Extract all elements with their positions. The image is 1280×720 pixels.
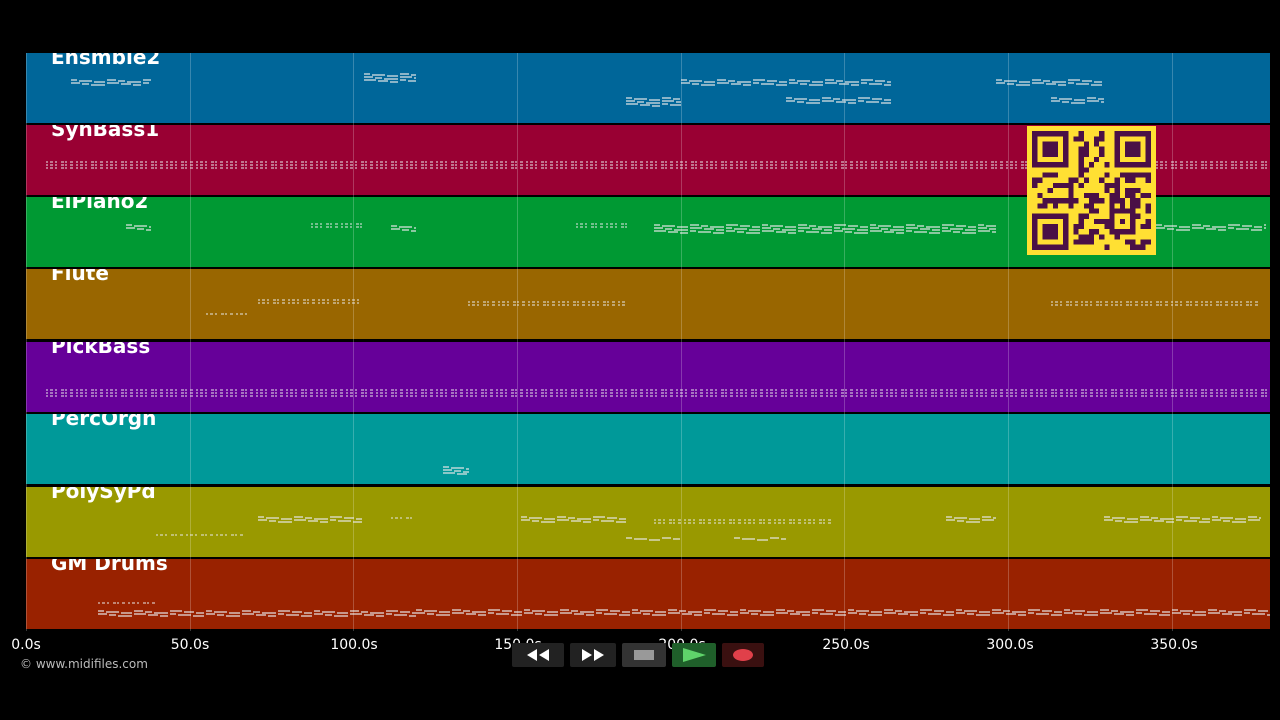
track-notes	[98, 602, 1270, 617]
track-notes	[156, 516, 1261, 541]
grid-line	[681, 53, 682, 631]
time-tick-label: 300.0s	[986, 637, 1034, 653]
qr-code-icon	[1027, 126, 1156, 255]
track-notes	[46, 161, 1267, 169]
grid-line	[26, 53, 27, 631]
track-ensmble2: Ensmble2	[26, 53, 1270, 123]
grid-line	[190, 53, 191, 631]
grid-line	[1172, 53, 1173, 631]
track-notes	[71, 73, 1104, 107]
stop-icon	[634, 650, 654, 660]
fast-forward-button[interactable]	[570, 643, 616, 667]
grid-line	[353, 53, 354, 631]
piano-roll: Ensmble2 SynBass1 ElPiano2 Flute PickBas…	[26, 53, 1270, 631]
time-tick-label: 0.0s	[11, 637, 41, 653]
track-notes	[443, 466, 469, 475]
track-name: GM Drums	[51, 559, 168, 575]
track-percorgn: PercOrgn	[26, 414, 1270, 484]
track-gm-drums: GM Drums	[26, 559, 1270, 629]
track-name: PolySyPd	[51, 487, 156, 503]
fast-forward-icon	[582, 649, 604, 661]
track-pickbass: PickBass	[26, 342, 1270, 412]
track-polysypd: PolySyPd	[26, 487, 1270, 557]
play-button[interactable]	[672, 643, 716, 667]
track-name: PickBass	[51, 342, 151, 358]
time-tick-label: 50.0s	[170, 637, 210, 653]
track-notes	[206, 299, 1258, 315]
track-flute: Flute	[26, 269, 1270, 339]
rewind-button[interactable]	[512, 643, 564, 667]
record-button[interactable]	[722, 643, 764, 667]
play-icon	[683, 648, 706, 662]
transport-controls	[512, 643, 764, 667]
track-name: PercOrgn	[51, 414, 157, 430]
grid-line	[844, 53, 845, 631]
time-tick-label: 100.0s	[330, 637, 378, 653]
grid-line	[1008, 53, 1009, 631]
copyright-text: © www.midifiles.com	[20, 657, 148, 671]
track-name: SynBass1	[51, 125, 160, 141]
track-name: Flute	[51, 269, 109, 285]
track-notes	[126, 223, 1266, 234]
track-name: Ensmble2	[51, 53, 161, 69]
rewind-icon	[527, 649, 549, 661]
track-notes	[46, 389, 1267, 397]
time-tick-label: 250.0s	[822, 637, 870, 653]
track-name: ElPiano2	[51, 197, 149, 213]
record-icon	[733, 649, 753, 661]
stop-button[interactable]	[622, 643, 666, 667]
time-tick-label: 350.0s	[1150, 637, 1198, 653]
grid-line	[517, 53, 518, 631]
